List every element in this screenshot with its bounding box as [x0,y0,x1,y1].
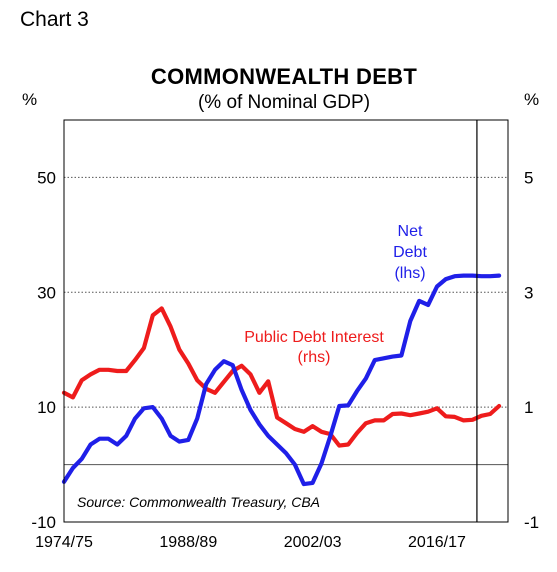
x-tick: 2002/03 [284,534,342,551]
net-debt-annotation: (lhs) [394,265,425,282]
y-tick-left: -10 [31,513,56,532]
net-debt-line [61,273,502,487]
gridlines [64,176,508,466]
net-debt-annotation: Net [398,223,423,240]
y-tick-left: 50 [37,168,56,187]
public-debt-interest-line [61,306,502,448]
left-axis-unit: % [22,90,38,109]
interest-annotation: (rhs) [298,349,331,366]
chart-subtitle: (% of Nominal GDP) [197,92,371,113]
y-tick-right: 1 [524,398,533,417]
x-tick: 1988/89 [159,534,217,551]
chart-title: COMMONWEALTH DEBT [150,64,418,89]
y-tick-right: 3 [524,283,533,302]
right-axis-unit: % [524,90,540,109]
series-lines [61,273,502,487]
net-debt-annotation: Debt [393,244,427,261]
axis-ticks: 50 5 30 3 10 1 -10 -1 1974/75 1988/89 2002/03 2016/… [31,168,539,551]
x-tick: 2016/17 [408,534,466,551]
plot-frame [63,119,509,523]
chart-label: Chart 3 [20,8,89,31]
y-tick-left: 10 [37,398,56,417]
source-note: Source: Commonwealth Treasury, CBA [77,494,320,510]
interest-annotation: Public Debt Interest [244,329,384,346]
y-tick-right: -1 [524,513,539,532]
x-tick: 1974/75 [35,534,93,551]
y-tick-left: 30 [37,283,56,302]
y-tick-right: 5 [524,168,533,187]
annotations: Net Debt (lhs) Public Debt Interest (rhs) [244,223,427,366]
